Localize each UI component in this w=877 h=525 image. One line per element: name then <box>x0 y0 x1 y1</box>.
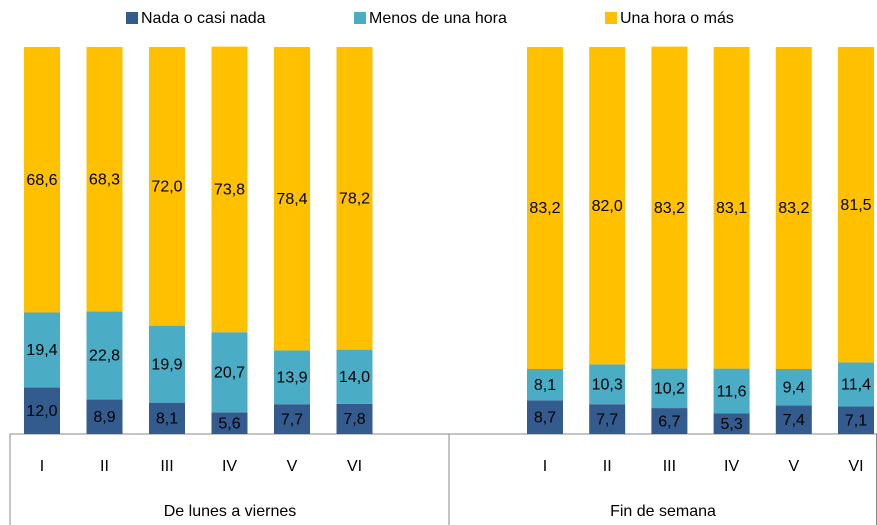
legend-label: Una hora o más <box>620 10 734 27</box>
x-tick-label: II <box>100 458 109 475</box>
bar-segment <box>527 47 563 369</box>
data-label: 68,6 <box>26 172 57 189</box>
data-label: 82,0 <box>592 198 623 215</box>
data-label: 11,6 <box>717 383 747 400</box>
bar-segment <box>24 312 60 388</box>
data-label: 7,1 <box>845 412 867 429</box>
data-label: 10,3 <box>592 376 623 393</box>
data-label: 7,7 <box>596 411 618 428</box>
data-label: 83,2 <box>654 200 685 217</box>
data-label: 20,7 <box>214 364 245 381</box>
bar-segment <box>336 403 373 434</box>
data-label: 7,7 <box>281 411 303 428</box>
data-label: 73,8 <box>214 182 245 199</box>
bar-segment <box>86 311 123 400</box>
x-tick-label: V <box>287 458 298 475</box>
data-label: 8,9 <box>93 409 115 426</box>
legend-swatch <box>126 12 138 24</box>
bar-segment <box>713 368 750 414</box>
data-label: 14,0 <box>339 369 370 386</box>
data-label: 83,2 <box>529 200 560 217</box>
bar-segment <box>211 332 248 413</box>
bar-segment <box>274 350 310 405</box>
bar-segment <box>336 349 373 404</box>
bar-segment <box>775 368 812 406</box>
bar-segment <box>775 405 812 434</box>
bar-segment <box>589 47 626 365</box>
data-label: 22,8 <box>89 348 120 365</box>
x-tick-label: II <box>603 458 612 475</box>
group-label: Fin de semana <box>610 503 716 520</box>
x-tick-label: IV <box>222 458 237 475</box>
group-label: De lunes a viernes <box>164 503 297 520</box>
x-tick-label: III <box>160 458 173 475</box>
data-label: 81,5 <box>840 197 871 214</box>
x-tick-label: VI <box>848 458 863 475</box>
bar-segment <box>86 47 123 312</box>
bar-segment <box>336 47 373 350</box>
data-label: 78,4 <box>276 191 307 208</box>
bar-segment <box>527 368 563 401</box>
bar-segment <box>211 412 248 434</box>
bar-segment <box>713 47 750 369</box>
data-label: 72,0 <box>151 179 182 196</box>
data-label: 5,6 <box>218 415 240 432</box>
bar-segment <box>274 47 310 351</box>
x-tick-label: VI <box>347 458 362 475</box>
legend-swatch <box>605 12 617 24</box>
data-label: 8,1 <box>534 377 556 394</box>
data-label: 78,2 <box>339 191 370 208</box>
bar-segment <box>149 47 185 326</box>
bar-segment <box>24 47 60 313</box>
bar-segment <box>149 325 185 403</box>
x-tick-label: I <box>543 458 547 475</box>
bar-segment <box>86 399 123 434</box>
data-label: 12,0 <box>26 403 57 420</box>
bar-segment <box>838 362 874 407</box>
data-label: 8,1 <box>156 411 178 428</box>
bar-segment <box>651 408 688 434</box>
bar-segment <box>149 402 185 434</box>
data-label: 7,4 <box>783 412 805 429</box>
x-tick-label: IV <box>724 458 739 475</box>
data-label: 9,4 <box>783 379 805 396</box>
data-label: 5,3 <box>720 416 742 433</box>
data-label: 83,2 <box>778 200 809 217</box>
legend-label: Menos de una hora <box>369 10 507 27</box>
bar-segment <box>24 387 60 434</box>
legend-swatch <box>354 12 366 24</box>
legend-label: Nada o casi nada <box>141 10 266 27</box>
bar-segment <box>651 46 688 369</box>
data-label: 19,4 <box>26 342 57 359</box>
x-tick-label: III <box>663 458 676 475</box>
data-label: 68,3 <box>89 171 120 188</box>
data-label: 19,9 <box>151 356 182 373</box>
bar-segment <box>838 406 874 434</box>
data-label: 7,8 <box>343 411 365 428</box>
x-tick-label: I <box>40 458 44 475</box>
data-label: 83,1 <box>716 200 747 217</box>
data-label: 11,4 <box>841 377 871 394</box>
data-label: 10,2 <box>654 381 685 398</box>
bar-segment <box>713 413 750 434</box>
bar-segment <box>838 47 874 363</box>
bar-segment <box>589 364 626 405</box>
bar-segment <box>211 46 248 333</box>
bar-segment <box>651 368 688 409</box>
bar-segment <box>589 404 626 434</box>
data-label: 8,7 <box>534 409 556 426</box>
data-label: 6,7 <box>658 413 680 430</box>
bar-segment <box>527 400 563 434</box>
bar-segment <box>775 47 812 369</box>
x-tick-label: V <box>788 458 799 475</box>
bar-segment <box>274 404 310 434</box>
data-label: 13,9 <box>276 370 307 387</box>
